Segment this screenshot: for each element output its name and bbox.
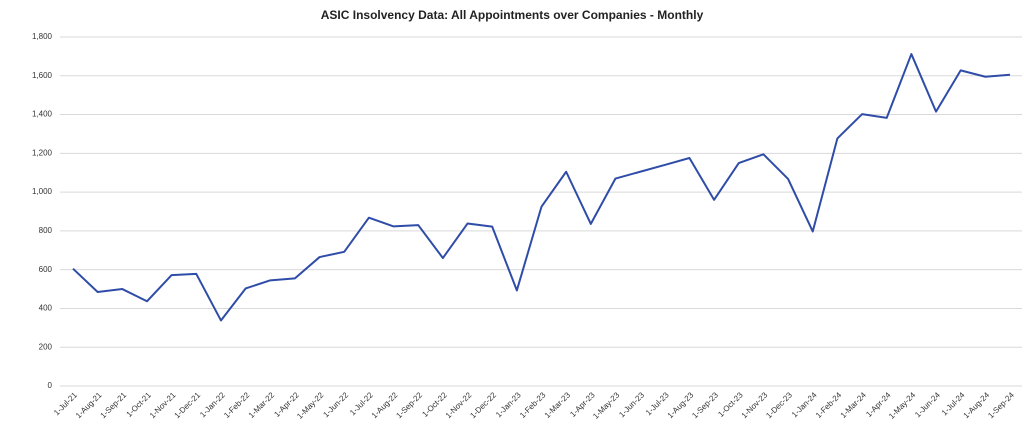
x-tick-label: 1-Sep-22 (394, 390, 424, 420)
y-tick-label: 1,800 (32, 32, 53, 41)
x-tick-label: 1-Sep-21 (99, 390, 129, 420)
y-tick-label: 200 (39, 342, 53, 351)
x-tick-label: 1-Mar-22 (247, 390, 277, 420)
x-tick-label: 1-Sep-24 (986, 390, 1016, 420)
data-line (72, 53, 1011, 322)
x-tick-label: 1-May-22 (295, 390, 326, 421)
y-tick-label: 0 (48, 381, 53, 390)
y-tick-label: 1,000 (32, 187, 53, 196)
x-tick-label: 1-Jun-23 (617, 390, 646, 419)
y-tick-label: 800 (39, 226, 53, 235)
y-tick-label: 1,200 (32, 148, 53, 157)
x-tick-label: 1-Mar-23 (543, 390, 573, 420)
chart-title: ASIC Insolvency Data: All Appointments o… (321, 8, 704, 22)
y-tick-label: 1,600 (32, 71, 53, 80)
y-tick-label: 1,400 (32, 110, 53, 119)
y-tick-label: 400 (39, 304, 53, 313)
x-tick-label: 1-Dec-21 (173, 390, 203, 420)
x-tick-label: 1-Jun-24 (913, 390, 942, 419)
x-tick-label: 1-Dec-22 (468, 390, 498, 420)
x-tick-label: 1-Dec-23 (764, 390, 794, 420)
x-tick-label: 1-Mar-24 (839, 390, 869, 420)
x-tick-label: 1-May-24 (887, 390, 918, 421)
x-tick-label: 1-May-23 (591, 390, 622, 421)
x-tick-label: 1-Sep-23 (690, 390, 720, 420)
x-tick-label: 1-Jun-22 (321, 390, 350, 419)
y-tick-label: 600 (39, 265, 53, 274)
